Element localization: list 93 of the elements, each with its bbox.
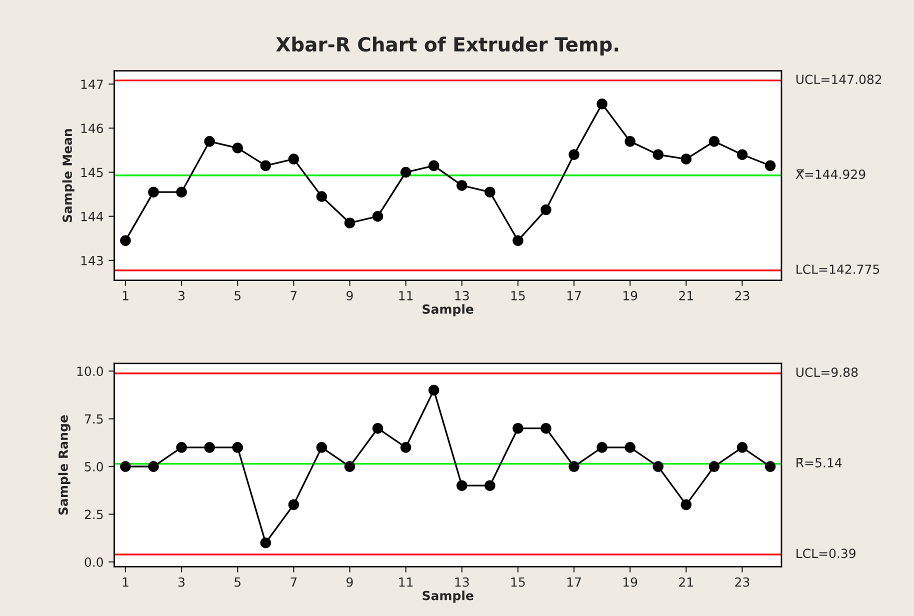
x-tick-label: 13: [455, 577, 469, 587]
point: [204, 442, 215, 453]
point: [316, 191, 328, 202]
x-tick-label: 7: [290, 578, 297, 587]
y-axis-title: Sample Mean: [62, 129, 74, 222]
x-tick-label: 23: [735, 290, 750, 300]
point: [344, 461, 356, 472]
point: [176, 186, 187, 198]
y-tick-label: 7.5: [84, 414, 103, 424]
point: [148, 186, 159, 198]
y-tick-label: 143: [81, 256, 103, 266]
ref-line-label: X̿=144.929: [796, 169, 866, 180]
y-axis-title: Sample Range: [58, 415, 70, 515]
point: [400, 442, 412, 453]
x-tick-label: 23: [735, 577, 750, 587]
point: [148, 461, 159, 472]
point: [428, 160, 440, 172]
point: [624, 442, 636, 453]
point: [540, 422, 552, 434]
point: [708, 461, 720, 472]
x-tick-label: 13: [455, 290, 469, 300]
point: [344, 218, 356, 228]
x-tick-label: 17: [567, 291, 581, 300]
point: [232, 142, 243, 154]
point: [232, 442, 243, 453]
point: [736, 442, 748, 453]
y-tick-label: 147: [81, 80, 103, 89]
x-axis-title: Sample: [422, 590, 474, 603]
y-tick-label: 5.0: [84, 462, 104, 472]
x-tick-label: 11: [399, 291, 413, 300]
ref-line-label: LCL=142.775: [796, 264, 880, 274]
x-tick-label: 15: [511, 291, 525, 300]
x-tick-label: 1: [122, 578, 128, 587]
x-tick-label: 19: [624, 577, 638, 587]
point: [596, 442, 608, 453]
x-tick-label: 19: [624, 290, 638, 300]
point: [624, 136, 636, 147]
x-tick-label: 9: [346, 290, 353, 300]
point: [512, 422, 524, 434]
x-tick-label: 7: [290, 291, 297, 300]
y-tick-label: 2.5: [84, 510, 103, 520]
y-tick-label: 0.0: [84, 557, 104, 567]
chart-title: Xbar-R Chart of Extruder Temp.: [276, 36, 618, 56]
x-tick-label: 3: [178, 577, 185, 587]
point: [372, 422, 384, 434]
point: [736, 149, 748, 160]
point: [568, 149, 580, 160]
point: [288, 154, 300, 164]
x-tick-label: 17: [567, 578, 581, 587]
y-tick-label: 145: [81, 168, 103, 178]
x-tick-label: 21: [679, 290, 693, 300]
point: [596, 98, 608, 110]
point: [316, 442, 328, 453]
ref-line-label: UCL=9.88: [796, 368, 858, 377]
point: [260, 537, 272, 548]
point: [540, 204, 552, 216]
point: [680, 154, 692, 164]
point: [568, 461, 580, 472]
point: [372, 210, 384, 222]
x-tick-label: 1: [122, 291, 128, 300]
point: [680, 499, 692, 510]
point: [484, 186, 496, 198]
point: [204, 136, 215, 147]
point: [428, 384, 440, 396]
point: [456, 180, 468, 191]
point: [120, 461, 131, 472]
ref-line-label: UCL=147.082: [796, 74, 882, 84]
y-tick-label: 146: [81, 124, 104, 134]
point: [400, 166, 412, 178]
x-axis-title: Sample: [422, 304, 474, 316]
point: [652, 149, 664, 160]
y-tick-label: 144: [81, 212, 104, 222]
point: [288, 499, 300, 510]
point: [764, 461, 776, 472]
x-tick-label: 9: [346, 577, 353, 587]
x-tick-label: 21: [679, 577, 693, 587]
point: [652, 461, 664, 472]
point: [176, 442, 187, 453]
x-tick-label: 11: [399, 578, 413, 587]
x-tick-label: 5: [234, 578, 240, 587]
ref-line-label: R̄=5.14: [796, 458, 842, 468]
x-tick-label: 5: [234, 291, 240, 300]
x-tick-label: 3: [178, 290, 185, 300]
point: [456, 480, 468, 491]
ref-line-label: LCL=0.39: [796, 548, 856, 558]
point: [512, 235, 524, 246]
point: [120, 235, 131, 246]
point: [484, 480, 496, 491]
point: [764, 160, 776, 172]
x-tick-label: 15: [511, 578, 525, 587]
point: [260, 160, 272, 172]
y-tick-label: 10.0: [77, 366, 104, 376]
point: [708, 136, 720, 147]
